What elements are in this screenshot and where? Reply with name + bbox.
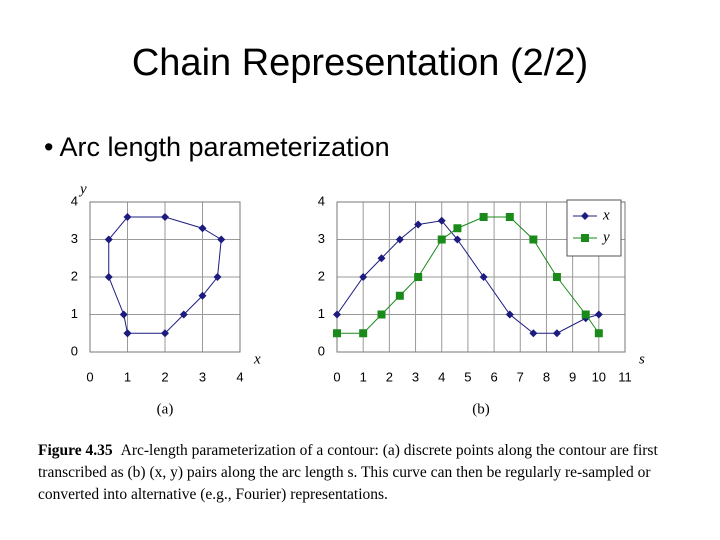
data-point xyxy=(594,329,603,338)
slide-title: Chain Representation (2/2) xyxy=(131,42,589,84)
legend-marker xyxy=(581,212,589,220)
data-point xyxy=(104,273,113,281)
data-point xyxy=(395,235,404,244)
bullet-text: Arc length parameterization xyxy=(59,132,390,162)
x-tick-label: 7 xyxy=(517,369,524,384)
x-tick-label: 2 xyxy=(161,369,168,384)
x-tick-label: 5 xyxy=(464,369,471,384)
caption-text: Arc-length parameterization of a contour… xyxy=(38,442,658,503)
x-tick-label: 0 xyxy=(333,369,340,384)
data-point xyxy=(359,329,368,338)
data-point xyxy=(333,329,341,338)
y-tick-label: 1 xyxy=(71,306,78,321)
data-point xyxy=(161,213,169,221)
sub-label: (b) xyxy=(472,401,490,417)
data-point xyxy=(453,235,462,244)
data-point xyxy=(479,273,488,281)
y-tick-label: 3 xyxy=(71,231,78,246)
x-tick-label: 8 xyxy=(543,369,550,384)
x-tick-label: 3 xyxy=(412,369,419,384)
data-point xyxy=(437,216,446,225)
x-tick-label: 9 xyxy=(569,369,576,384)
x-tick-label: 4 xyxy=(236,369,243,384)
data-point xyxy=(552,273,561,281)
y-tick-label: 0 xyxy=(71,343,78,358)
x-tick-label: 4 xyxy=(438,369,445,384)
y-tick-label: 1 xyxy=(318,306,325,321)
data-point xyxy=(414,220,423,229)
x-tick-label: 2 xyxy=(386,369,393,384)
legend-label: y xyxy=(601,229,610,245)
data-point xyxy=(479,213,488,221)
data-point xyxy=(377,254,386,263)
data-point xyxy=(414,273,423,281)
data-point xyxy=(529,329,538,338)
data-point xyxy=(104,235,113,244)
data-point xyxy=(581,310,590,319)
y-tick-label: 2 xyxy=(71,268,78,283)
y-axis-label: y xyxy=(78,181,87,197)
data-point xyxy=(395,291,404,300)
legend-marker xyxy=(581,234,589,242)
y-tick-label: 4 xyxy=(318,193,325,208)
data-point xyxy=(333,310,341,319)
sub-label: (a) xyxy=(157,401,174,417)
legend-box xyxy=(566,199,622,257)
data-point xyxy=(359,273,368,281)
data-point xyxy=(213,273,222,281)
y-tick-label: 0 xyxy=(318,343,325,358)
data-point xyxy=(123,213,132,221)
data-point xyxy=(161,329,169,338)
caption: Figure 4.35 Arc-length parameterization o… xyxy=(38,440,698,506)
data-point xyxy=(377,310,386,319)
x-tick-label: 1 xyxy=(124,369,131,384)
data-point xyxy=(119,310,128,319)
plot-frame xyxy=(336,201,626,353)
data-point xyxy=(453,224,462,233)
x-tick-label: 0 xyxy=(86,369,93,384)
y-tick-label: 3 xyxy=(318,231,325,246)
data-point xyxy=(594,310,603,319)
x-tick-label: 6 xyxy=(490,369,497,384)
data-point xyxy=(179,310,188,319)
bullet: • Arc length parameterization xyxy=(44,132,390,162)
x-tick-label: 10 xyxy=(592,369,606,384)
data-point xyxy=(198,224,207,233)
y-tick-label: 4 xyxy=(71,193,78,208)
x-tick-label: 1 xyxy=(360,369,367,384)
data-point xyxy=(217,235,226,244)
x-axis-label: s xyxy=(639,351,645,367)
x-tick-label: 3 xyxy=(199,369,206,384)
data-point xyxy=(198,291,207,300)
data-point xyxy=(437,235,446,244)
data-point xyxy=(505,213,514,221)
y-tick-label: 2 xyxy=(318,268,325,283)
data-point xyxy=(552,329,561,338)
x-axis-label: x xyxy=(253,351,261,367)
plot-frame xyxy=(89,201,241,353)
x-tick-label: 11 xyxy=(618,369,632,384)
data-point xyxy=(123,329,132,338)
data-point xyxy=(505,310,514,319)
legend-label: x xyxy=(602,207,610,223)
caption-label: Figure 4.35 xyxy=(38,442,113,459)
data-point xyxy=(529,235,538,244)
